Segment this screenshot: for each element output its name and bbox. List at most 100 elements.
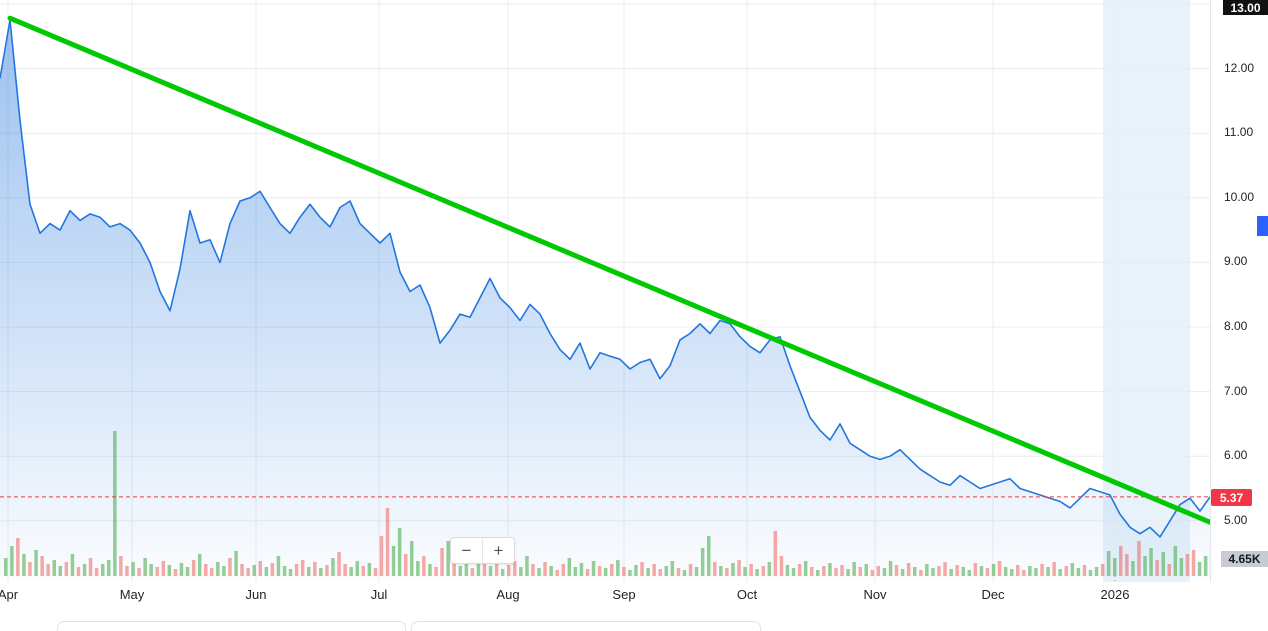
volume-bar: [470, 568, 475, 576]
time-axis-label: Jul: [370, 587, 388, 602]
volume-bar: [822, 566, 826, 576]
volume-bar: [252, 565, 256, 576]
volume-bar: [591, 561, 596, 576]
price-axis-label: 9.00: [1224, 254, 1248, 269]
volume-bar: [155, 567, 159, 576]
volume-bar: [422, 556, 426, 576]
volume-bar: [682, 570, 687, 576]
volume-bar: [458, 566, 462, 576]
volume-bar: [373, 568, 378, 576]
time-axis-label: 2026: [1100, 587, 1130, 602]
volume-bar: [937, 566, 941, 576]
volume-bar: [1082, 565, 1087, 576]
volume-bar: [603, 568, 608, 576]
volume-bar: [161, 561, 166, 576]
volume-bar: [440, 548, 444, 576]
volume-bar: [294, 564, 299, 576]
volume-bar: [749, 564, 753, 576]
volume-bar: [567, 558, 572, 576]
volume-bar: [119, 556, 123, 576]
volume-bar: [416, 561, 420, 576]
volume-bar: [664, 566, 668, 576]
volume-bar: [925, 564, 929, 576]
zoom-divider: [482, 538, 483, 563]
volume-bar: [76, 567, 81, 576]
bottom-toolbar-right[interactable]: [411, 621, 761, 631]
volume-bar: [40, 556, 44, 576]
volume-bar: [1058, 569, 1062, 576]
volume-bar: [1167, 564, 1171, 576]
volume-bar: [258, 561, 262, 576]
volume-bar: [125, 566, 129, 576]
volume-bar: [446, 541, 450, 576]
volume-bar: [313, 562, 317, 576]
volume-bar: [525, 556, 529, 576]
volume-bar: [913, 567, 917, 576]
volume-bar: [1185, 554, 1190, 576]
volume-bar: [404, 554, 408, 576]
volume-bar: [410, 541, 414, 576]
volume-bar: [882, 568, 887, 576]
volume-bar: [1149, 548, 1153, 576]
trend-line[interactable]: [7, 15, 1222, 527]
volume-bar: [900, 569, 905, 576]
volume-bar: [773, 531, 778, 576]
volume-bar: [858, 567, 862, 576]
volume-bar: [185, 567, 190, 576]
volume-bar: [452, 562, 456, 576]
plot-area: [0, 0, 1222, 582]
volume-bar: [300, 560, 305, 576]
volume-bar: [1173, 546, 1178, 576]
volume-bar: [531, 564, 535, 576]
volume-bar: [785, 565, 790, 576]
volume-bar: [428, 564, 432, 576]
volume-bar: [22, 554, 26, 576]
volume-bar: [167, 565, 172, 576]
volume-bar: [397, 528, 402, 576]
volume-bar: [700, 548, 705, 576]
volume-bar: [876, 566, 881, 576]
volume-bar: [779, 556, 784, 576]
volume-bar: [179, 563, 184, 576]
volume-bar: [264, 567, 269, 576]
time-axis-label: Aug: [496, 587, 520, 602]
price-axis-label: 8.00: [1224, 319, 1248, 333]
volume-bar: [585, 569, 590, 576]
price-axis[interactable]: 13.00 12.00 11.00 10.00 9.00 8.00 7.00 6.00 5.00: [1210, 0, 1268, 582]
volume-bar: [222, 566, 226, 576]
bottom-toolbar-left[interactable]: [57, 621, 406, 631]
volume-bar: [367, 563, 372, 576]
volume-bar: [955, 565, 959, 576]
volume-bar: [767, 562, 772, 576]
volume-bar: [810, 567, 814, 576]
volume-bar: [797, 564, 802, 576]
area-fill: [0, 20, 1210, 579]
volume-bar: [828, 563, 832, 576]
zoom-out-button[interactable]: −: [451, 538, 482, 563]
zoom-in-button[interactable]: +: [483, 538, 514, 563]
volume-bar: [210, 568, 214, 576]
volume-bar: [482, 558, 487, 576]
volume-bar: [331, 558, 335, 576]
time-axis-label: Jun: [245, 587, 267, 602]
volume-bar: [985, 568, 990, 576]
volume-bar: [488, 566, 493, 576]
volume-bar: [1040, 564, 1044, 576]
volume-bar: [646, 568, 650, 576]
blue-axis-badge: [1257, 216, 1268, 236]
volume-bar: [1131, 561, 1135, 576]
volume-bar: [379, 536, 384, 576]
volume-bar: [761, 566, 765, 576]
volume-bar: [670, 561, 675, 576]
volume-bar: [113, 431, 117, 576]
volume-bar: [507, 565, 511, 576]
volume-bar: [713, 562, 717, 576]
volume-bar: [943, 562, 947, 576]
volume-bar: [573, 567, 578, 576]
volume-bar: [173, 569, 178, 576]
volume-bar: [240, 564, 244, 576]
volume-bar: [385, 508, 390, 576]
volume-bar: [1179, 558, 1184, 576]
